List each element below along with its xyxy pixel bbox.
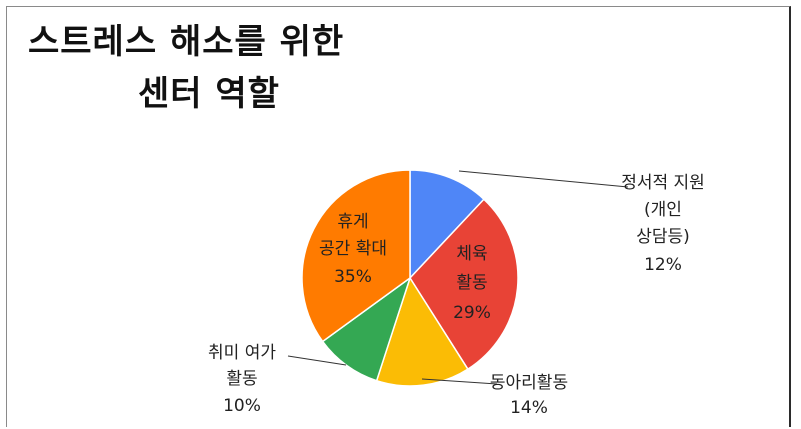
slice-label-1-line-3: 상담등): [636, 227, 690, 247]
slice-label-4-line-1: 취미 여가: [208, 343, 276, 363]
slice-label-3-line-1: 동아리활동: [490, 373, 568, 393]
slice-percent-1: 12%: [644, 255, 682, 275]
chart-title-line-2: 센터 역할: [138, 74, 280, 114]
chart-title-line-1: 스트레스 해소를 위한: [28, 22, 345, 62]
leader-line-1: [458, 170, 629, 188]
slice-label-5-line-2: 공간 확대: [319, 239, 387, 259]
slice-label-2-line-1: 체육: [456, 244, 487, 264]
leader-line-4: [287, 355, 347, 366]
slice-percent-5: 35%: [334, 267, 372, 287]
slice-label-1-line-1: 정서적 지원: [621, 173, 705, 193]
slice-label-5-line-1: 휴게: [337, 212, 368, 232]
slice-percent-2: 29%: [453, 303, 491, 323]
leader-line-3: [421, 378, 498, 385]
slice-label-1-line-2: (개인: [644, 200, 682, 220]
slice-label-2-line-2: 활동: [456, 273, 487, 293]
pie-slice-3: [375, 276, 469, 387]
slice-percent-3: 14%: [510, 398, 548, 418]
pie-slice-5: [301, 169, 411, 343]
slice-label-4-line-2: 활동: [226, 369, 257, 389]
pie-slice-2: [409, 198, 519, 371]
slice-percent-4: 10%: [223, 396, 261, 416]
pie-slice-1: [409, 169, 485, 280]
